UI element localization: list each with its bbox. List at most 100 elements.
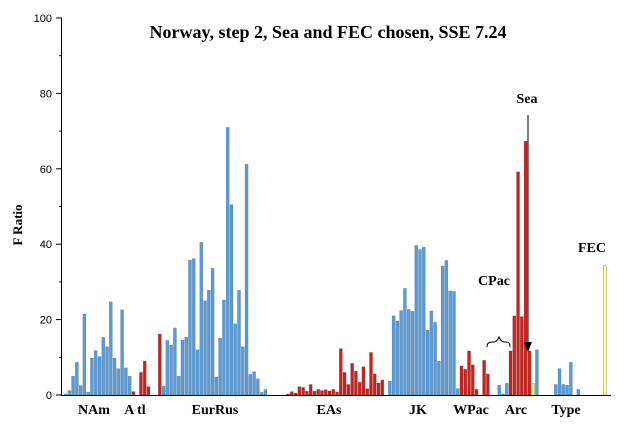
- bar: [165, 340, 170, 396]
- bar: [516, 171, 520, 396]
- annotations: Sea FEC CPac: [478, 92, 606, 352]
- bar: [210, 268, 215, 396]
- bar: [531, 383, 535, 396]
- group-label-eurrus: EurRus: [192, 403, 239, 418]
- bar: [501, 393, 505, 396]
- bar: [569, 362, 573, 396]
- y-tick-label: 60: [40, 164, 52, 176]
- sea-annotation: Sea: [517, 92, 538, 107]
- bar: [406, 309, 411, 396]
- bar: [459, 365, 464, 396]
- bar: [391, 315, 396, 396]
- bar: [565, 385, 569, 396]
- bar: [161, 386, 166, 396]
- bar: [82, 313, 87, 396]
- bar: [373, 373, 377, 396]
- bar: [508, 350, 513, 396]
- bar: [293, 392, 298, 396]
- bar: [369, 352, 373, 396]
- bar: [120, 309, 124, 396]
- bar: [252, 371, 256, 396]
- bar: [357, 381, 362, 396]
- bar: [467, 350, 471, 396]
- group-label-wpac: WPac: [453, 403, 489, 418]
- bar: [554, 384, 558, 396]
- bar: [350, 363, 354, 396]
- bar: [101, 337, 105, 396]
- bar: [297, 386, 302, 396]
- y-axis-label: F Ratio: [10, 204, 25, 245]
- bar: [139, 372, 143, 396]
- bar: [290, 391, 294, 396]
- group-labels: NAm A tl EurRus EAs JK WPac Arc Type: [78, 403, 581, 418]
- bar: [452, 291, 456, 396]
- bar: [414, 245, 418, 396]
- bar: [218, 337, 222, 396]
- bar: [603, 265, 607, 396]
- bar: [158, 333, 162, 396]
- bar: [173, 327, 177, 396]
- bar: [184, 337, 188, 396]
- bar: [237, 289, 241, 396]
- bar: [323, 389, 328, 396]
- bar: [116, 368, 121, 396]
- bar: [93, 350, 98, 396]
- bar: [399, 310, 403, 396]
- bar: [440, 265, 445, 396]
- bar: [176, 375, 181, 396]
- chart-title: Norway, step 2, Sea and FEC chosen, SSE …: [149, 22, 506, 42]
- bar: [342, 372, 347, 396]
- bar: [312, 391, 317, 396]
- group-label-type: Type: [551, 403, 580, 418]
- y-tick-label: 40: [40, 239, 52, 251]
- bar: [286, 393, 290, 396]
- bar: [331, 389, 336, 396]
- bar: [486, 373, 490, 396]
- bar: [248, 374, 253, 396]
- bar: [146, 386, 151, 396]
- bar: [320, 390, 324, 396]
- bar: [131, 391, 136, 396]
- bar: [403, 288, 407, 396]
- bar: [339, 348, 343, 396]
- bar: [263, 389, 268, 396]
- bar: [305, 391, 309, 396]
- bar: [188, 259, 192, 396]
- bar: [365, 388, 369, 396]
- bar: [90, 357, 94, 396]
- group-label-nam: NAm: [78, 403, 110, 418]
- bar: [127, 375, 132, 396]
- bar: [520, 316, 524, 396]
- bar: [557, 368, 562, 396]
- bar: [316, 389, 320, 396]
- bar: [576, 389, 581, 396]
- bar: [444, 260, 449, 396]
- bar: [169, 345, 173, 396]
- bar: [504, 383, 509, 396]
- bar: [71, 375, 75, 396]
- bar: [259, 392, 264, 396]
- bar: [433, 322, 437, 396]
- bar: [354, 371, 358, 396]
- bar: [207, 289, 211, 396]
- bar: [380, 379, 385, 396]
- bar: [561, 384, 566, 396]
- bar: [112, 357, 117, 396]
- bar: [376, 382, 381, 396]
- bar: [497, 385, 501, 396]
- bar: [527, 350, 532, 396]
- bar: [455, 388, 460, 396]
- bar: [244, 164, 249, 396]
- bar: [429, 310, 434, 396]
- bar: [241, 346, 245, 396]
- bar: [523, 141, 528, 396]
- bar: [410, 311, 415, 396]
- y-tick-label: 80: [40, 88, 52, 100]
- bar: [327, 390, 332, 396]
- bar: [225, 127, 230, 396]
- bar: [124, 367, 128, 396]
- bar: [395, 320, 400, 396]
- bar: [471, 364, 475, 396]
- bar: [308, 384, 313, 396]
- bar: [233, 323, 237, 396]
